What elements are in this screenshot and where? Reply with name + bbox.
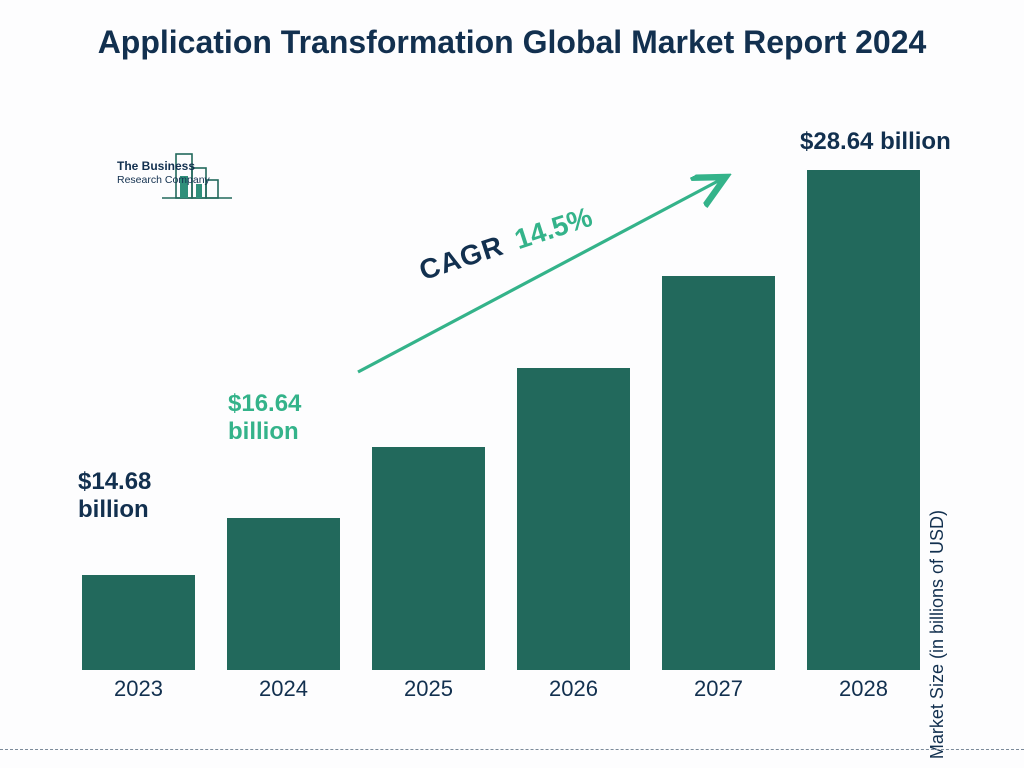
x-tick-label: 2025 — [372, 676, 485, 702]
x-tick-label: 2028 — [807, 676, 920, 702]
x-tick-label: 2026 — [517, 676, 630, 702]
x-tick-label: 2023 — [82, 676, 195, 702]
footer-divider — [0, 749, 1024, 750]
chart-title: Application Transformation Global Market… — [0, 0, 1024, 62]
bar — [82, 575, 195, 670]
x-tick-label: 2027 — [662, 676, 775, 702]
bar — [372, 447, 485, 670]
bar — [227, 518, 340, 670]
value-label: $16.64 billion — [228, 390, 348, 445]
y-axis-label: Market Size (in billions of USD) — [927, 510, 948, 759]
bar — [807, 170, 920, 670]
value-label: $14.68 billion — [78, 468, 198, 523]
value-label: $28.64 billion — [800, 128, 1000, 156]
x-axis-labels: 2023 2024 2025 2026 2027 2028 — [70, 670, 940, 710]
x-tick-label: 2024 — [227, 676, 340, 702]
bar — [517, 368, 630, 670]
bar — [662, 276, 775, 670]
